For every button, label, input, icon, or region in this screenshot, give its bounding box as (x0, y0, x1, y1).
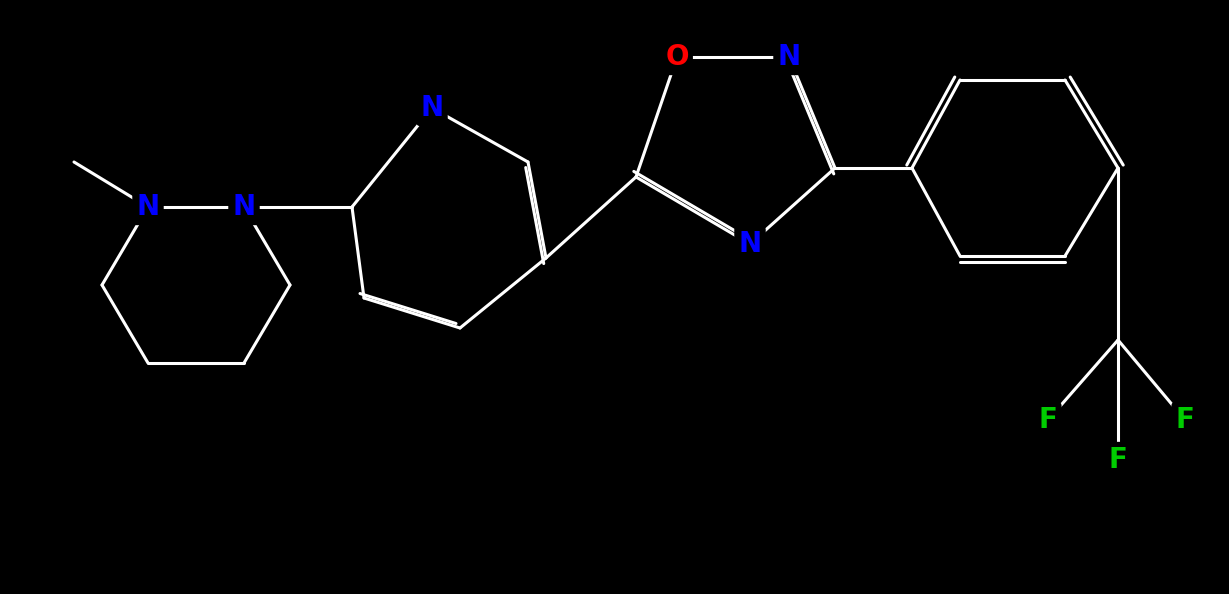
Text: N: N (420, 94, 444, 122)
Text: O: O (665, 43, 688, 71)
Text: F: F (1176, 406, 1195, 434)
Text: N: N (778, 43, 800, 71)
Text: N: N (739, 230, 762, 258)
Text: N: N (136, 193, 160, 221)
Text: F: F (1109, 446, 1127, 474)
Text: F: F (1039, 406, 1057, 434)
Text: N: N (232, 193, 256, 221)
